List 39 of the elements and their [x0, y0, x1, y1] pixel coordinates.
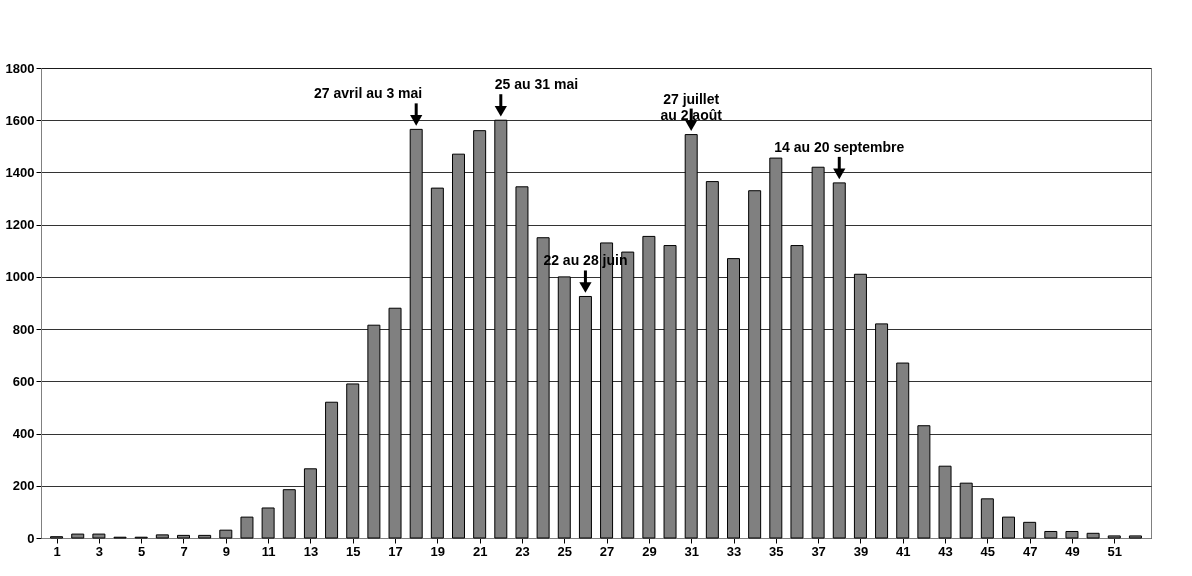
y-tick-label: 600 — [12, 373, 35, 389]
y-tick-label: 400 — [12, 426, 35, 442]
y-tick-label: 1600 — [5, 112, 35, 128]
x-tick-label: 25 — [557, 543, 572, 559]
annotation: 27 avril au 3 mai — [314, 85, 423, 102]
x-tick-label: 23 — [515, 543, 530, 559]
x-tick-label: 37 — [811, 543, 826, 559]
x-tick-label: 49 — [1065, 543, 1080, 559]
x-tick-label: 45 — [980, 543, 996, 559]
annotation: 25 au 31 mai — [494, 76, 579, 93]
x-tick-label: 17 — [388, 543, 403, 559]
y-tick-label: 1200 — [5, 217, 35, 233]
y-tick-label: 1400 — [5, 164, 35, 180]
x-tick-label: 51 — [1107, 543, 1122, 559]
x-tick-label: 19 — [430, 543, 446, 559]
x-tick-label: 41 — [896, 543, 911, 559]
x-tick-label: 35 — [769, 543, 784, 559]
x-tick-label: 21 — [472, 543, 488, 559]
x-tick-label: 29 — [642, 543, 657, 559]
y-tick-label: 1800 — [5, 60, 35, 76]
x-tick-label: 7 — [180, 543, 188, 559]
x-tick-label: 33 — [726, 543, 742, 559]
x-tick-label: 27 — [599, 543, 615, 559]
x-tick-label: 1 — [53, 543, 61, 559]
y-tick-label: 0 — [27, 530, 35, 546]
x-tick-label: 3 — [95, 543, 103, 559]
x-tick-label: 31 — [684, 543, 699, 559]
y-tick-label: 200 — [12, 478, 35, 494]
annotation: 14 au 20 septembre — [774, 138, 905, 155]
y-tick-label: 800 — [12, 321, 35, 337]
x-tick-label: 9 — [222, 543, 230, 559]
x-tick-label: 39 — [853, 543, 869, 559]
x-tick-label: 47 — [1022, 543, 1038, 559]
x-tick-label: 15 — [346, 543, 361, 559]
x-tick-label: 43 — [938, 543, 953, 559]
x-tick-label: 11 — [261, 543, 276, 559]
y-tick-label: 1000 — [5, 269, 35, 285]
x-tick-label: 13 — [303, 543, 319, 559]
x-tick-label: 5 — [138, 543, 146, 559]
